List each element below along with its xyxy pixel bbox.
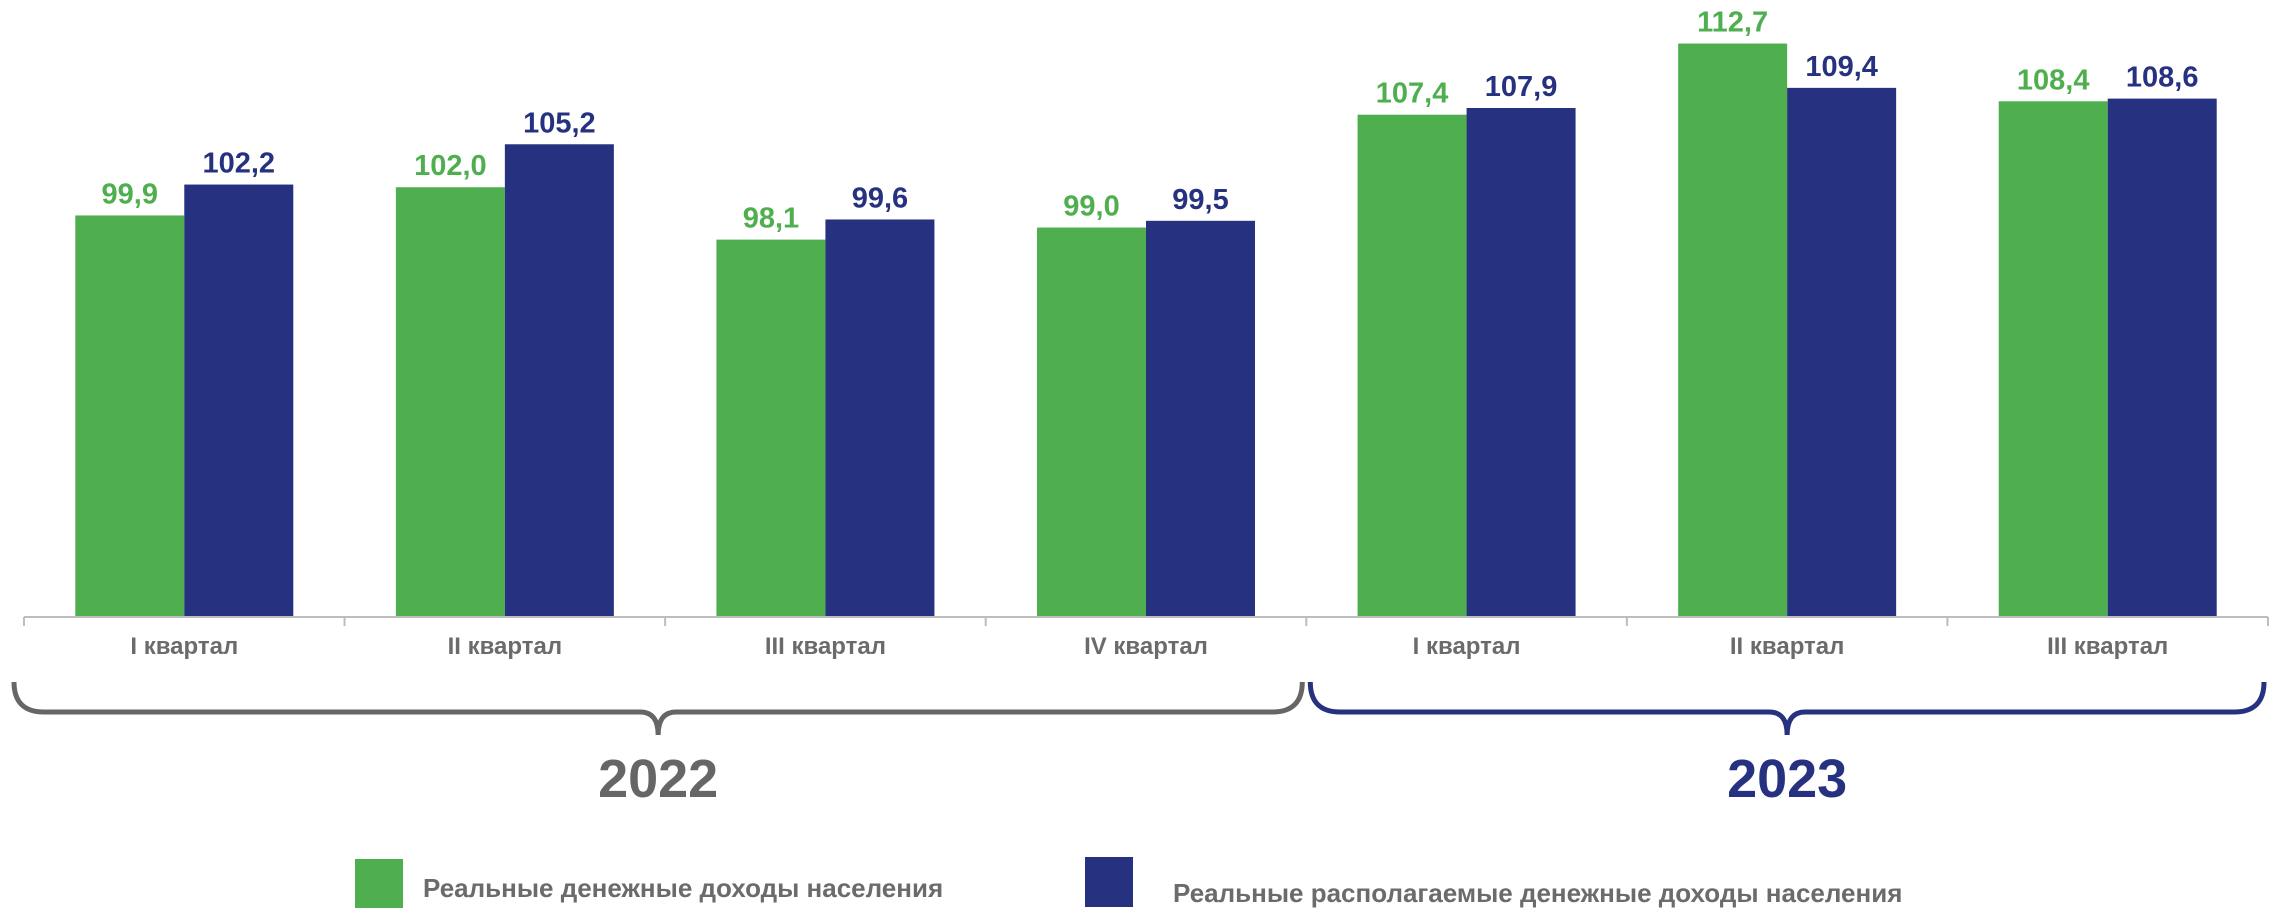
bar-s1-2 — [395, 187, 505, 618]
bar-s2-1 — [184, 184, 294, 617]
value-label-s2-5: 107,9 — [1485, 71, 1558, 103]
value-label-s1-1: 99,9 — [102, 178, 158, 210]
value-label-s2-7: 108,6 — [2126, 62, 2199, 94]
tick-label-2: II квартал — [448, 633, 563, 660]
tick-label-3: III квартал — [765, 633, 886, 660]
bar-s1-5 — [1357, 114, 1467, 617]
value-label-s2-3: 99,6 — [852, 182, 908, 214]
legend-label-1: Реальные денежные доходы населения — [423, 873, 943, 903]
bar-s2-7 — [2107, 98, 2217, 618]
bar-s2-2 — [504, 144, 614, 618]
bar-s1-7 — [1998, 101, 2108, 617]
legend: Реальные денежные доходы населения Реальн… — [355, 857, 1902, 908]
value-label-s1-2: 102,0 — [414, 150, 487, 182]
tick-label-7: III квартал — [2047, 633, 2168, 660]
value-label-s1-4: 99,0 — [1063, 191, 1119, 223]
bar-s1-6 — [1678, 43, 1788, 617]
tick-label-6: II квартал — [1730, 633, 1845, 660]
legend-swatch-1 — [355, 859, 403, 908]
brace-2023 — [1307, 681, 2267, 736]
value-labels-layer: 99,9 102,2 102,0 105,2 98,1 99,6 99,0 99,5 107,4… — [102, 7, 2199, 235]
value-label-s1-5: 107,4 — [1376, 78, 1449, 110]
value-label-s2-1: 102,2 — [202, 148, 275, 180]
x-axis — [23, 616, 2269, 626]
value-label-s1-6: 112,7 — [1697, 7, 1768, 39]
legend-label-2: Реальные располагаемые денежные доходы н… — [1173, 878, 1902, 908]
bar-s1-3 — [716, 239, 826, 617]
bar-s1-4 — [1037, 227, 1146, 617]
bar-s2-4 — [1146, 220, 1255, 617]
bar-s2-5 — [1466, 108, 1576, 618]
value-label-s2-6: 109,4 — [1805, 51, 1878, 83]
year-braces-layer: 2022 2023 — [11, 681, 2267, 809]
legend-swatch-2 — [1085, 857, 1133, 907]
tick-label-4: IV квартал — [1084, 633, 1208, 660]
tick-label-5: I квартал — [1413, 633, 1521, 660]
tick-label-1: I квартал — [130, 633, 238, 660]
bars-layer — [75, 43, 2217, 618]
year-label-2023: 2023 — [1727, 749, 1847, 809]
value-label-s1-7: 108,4 — [2017, 64, 2090, 96]
bar-s2-3 — [825, 219, 935, 618]
bar-s1-1 — [75, 215, 185, 617]
year-label-2022: 2022 — [598, 749, 718, 809]
value-label-s2-2: 105,2 — [523, 107, 596, 139]
tick-labels-layer: I квартал II квартал III квартал IV квартал… — [130, 633, 2168, 660]
bar-s2-6 — [1787, 87, 1897, 617]
value-label-s2-4: 99,5 — [1172, 184, 1228, 216]
brace-2022 — [11, 681, 1305, 736]
value-label-s1-3: 98,1 — [743, 203, 799, 235]
